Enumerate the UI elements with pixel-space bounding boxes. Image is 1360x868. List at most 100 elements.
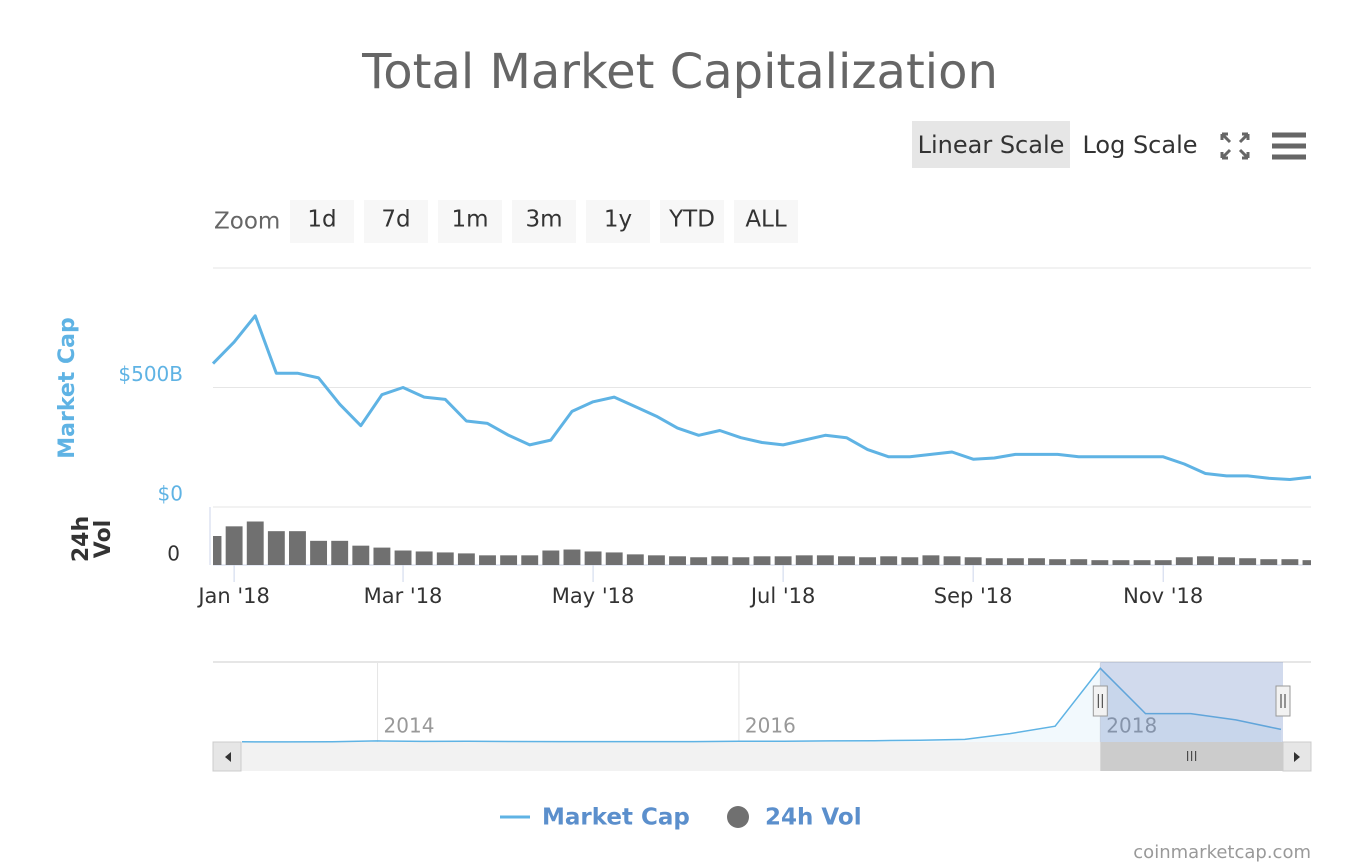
y2-tick-label: 0 [167, 542, 180, 566]
zoom-label: Zoom [214, 209, 280, 235]
volume-bar [711, 556, 729, 565]
scrollbar-left-arrow [225, 752, 231, 762]
zoom-button[interactable]: 1m [451, 207, 488, 233]
navigator-handle[interactable] [1092, 685, 1108, 717]
volume-bar [647, 555, 665, 565]
volume-bar [415, 551, 433, 565]
scale-button[interactable]: Log Scale [1082, 131, 1197, 159]
zoom-button-bg[interactable] [364, 200, 428, 243]
volume-bar [500, 555, 518, 565]
zoom-button[interactable]: 3m [525, 207, 562, 233]
volume-bar [943, 556, 961, 565]
volume-bar [1239, 558, 1257, 565]
volume-bar [1175, 557, 1193, 565]
legend-symbol [727, 806, 749, 828]
chart-title: Total Market Capitalization [361, 44, 998, 100]
volume-bar [542, 550, 560, 565]
volume-bar [457, 553, 475, 565]
zoom-button-bg[interactable] [660, 200, 724, 243]
volume-bar [626, 554, 644, 565]
volume-bar [732, 557, 750, 565]
navigator-mask[interactable] [1100, 662, 1283, 742]
volume-bar [1196, 556, 1214, 565]
volume-bar [1049, 559, 1067, 565]
scale-button-bg[interactable] [912, 121, 1070, 168]
scrollbar-left-button[interactable] [212, 741, 242, 772]
x-tick-label: Jan '18 [196, 584, 270, 608]
volume-bar [1006, 558, 1024, 565]
volume-bar [690, 557, 708, 565]
zoom-button-bg[interactable] [734, 200, 798, 243]
y2-axis-title: 24h Vol [69, 515, 116, 563]
navigator-line [241, 667, 1282, 743]
volume-bar [795, 555, 813, 565]
volume-bar [838, 556, 855, 565]
volume-bar [880, 556, 898, 565]
navigator-tick-label: 2018 [1106, 714, 1157, 738]
fullscreen-icon[interactable] [1220, 132, 1250, 160]
volume-bar [479, 555, 496, 565]
navigator-handle-grip [1097, 694, 1103, 708]
volume-bar [584, 551, 602, 565]
x-tick-label: May '18 [552, 584, 635, 608]
volume-bar [213, 536, 222, 565]
volume-bar [267, 531, 285, 565]
volume-bar [246, 521, 264, 565]
volume-bar [1028, 558, 1045, 565]
legend-label[interactable]: 24h Vol [765, 805, 862, 831]
volume-bar [1091, 560, 1109, 565]
volume-bar [310, 540, 328, 565]
volume-bar [225, 526, 243, 565]
volume-bar [964, 557, 982, 565]
zoom-button[interactable]: 7d [381, 207, 410, 233]
zoom-button-bg[interactable] [586, 200, 650, 243]
volume-bar [901, 557, 919, 565]
zoom-button[interactable]: 1y [604, 207, 632, 233]
volume-bar [774, 556, 792, 565]
zoom-button-bg[interactable] [512, 200, 576, 243]
legend-label[interactable]: Market Cap [542, 805, 690, 831]
volume-bar [1218, 557, 1235, 565]
scrollbar-right-arrow [1294, 752, 1300, 762]
y-tick-label: $0 [158, 482, 183, 506]
volume-bar [521, 555, 539, 565]
volume-bar [1112, 560, 1130, 565]
volume-bar [669, 556, 686, 565]
x-tick-label: Nov '18 [1123, 584, 1203, 608]
volume-bar [352, 545, 370, 565]
zoom-button[interactable]: ALL [745, 207, 787, 233]
scrollbar-grip [1187, 751, 1197, 761]
volume-bar [985, 558, 1003, 565]
volume-bar [289, 531, 306, 565]
volume-bar [1302, 560, 1311, 565]
x-tick-label: Jul '18 [749, 584, 816, 608]
navigator-handle-grip [1280, 694, 1286, 708]
navigator-tick-label: 2016 [745, 714, 796, 738]
zoom-button-bg[interactable] [438, 200, 502, 243]
volume-bar [436, 552, 454, 565]
volume-bar [922, 555, 940, 565]
volume-bar [1070, 559, 1088, 565]
zoom-button-bg[interactable] [290, 200, 354, 243]
volume-bar [373, 547, 391, 565]
scale-button[interactable]: Linear Scale [918, 131, 1065, 159]
menu-icon[interactable] [1272, 132, 1306, 160]
zoom-button[interactable]: 1d [307, 207, 336, 233]
credits[interactable]: coinmarketcap.com [1133, 842, 1311, 863]
zoom-button[interactable]: YTD [668, 207, 715, 233]
volume-bar [859, 557, 877, 565]
market-cap-line [211, 314, 1312, 481]
navigator-handle[interactable] [1275, 685, 1291, 717]
volume-bar [394, 550, 412, 565]
y-axis-title: Market Cap [55, 317, 80, 458]
volume-bar [753, 556, 771, 565]
volume-bar [1260, 559, 1278, 565]
volume-bar [816, 555, 834, 565]
volume-bar [563, 549, 581, 565]
volume-bar [1281, 559, 1299, 565]
y-tick-label: $500B [118, 362, 183, 386]
x-tick-label: Sep '18 [934, 584, 1013, 608]
volume-bar [331, 540, 349, 565]
